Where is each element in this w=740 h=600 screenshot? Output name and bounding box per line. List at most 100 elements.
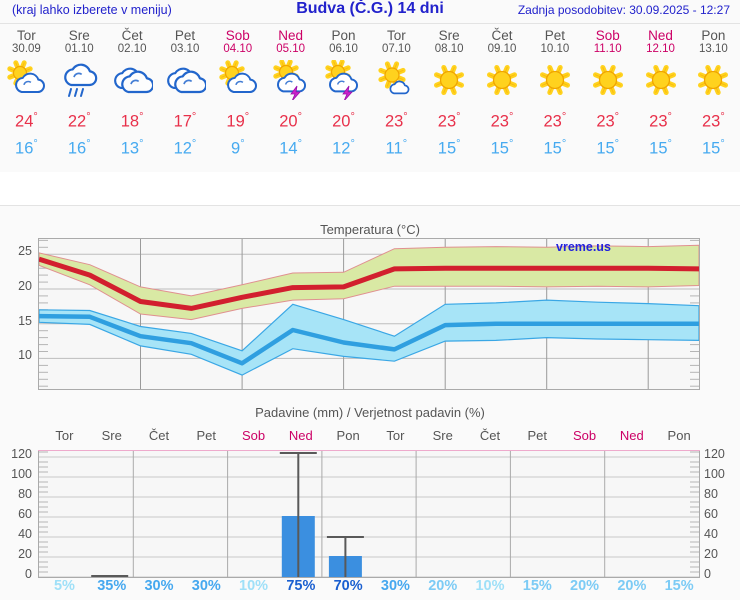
precip-probability-12: 20% — [570, 578, 600, 594]
day-name: Sob — [225, 28, 250, 43]
temp-max: 20° — [279, 111, 303, 131]
temp-max: 23° — [437, 111, 461, 131]
sunny-icon — [428, 58, 470, 102]
day-date: 11.10 — [593, 43, 622, 55]
day-column-13[interactable]: Ned 12.10 23° 15° — [634, 26, 687, 166]
temperature-chart-title: Temperatura (°C) — [320, 222, 420, 237]
day-column-7[interactable]: Pon 06.10 20° 12° — [317, 26, 370, 166]
precip-day-label-8: Tor — [386, 428, 405, 443]
temperature-plot-svg — [38, 239, 700, 389]
temp-max: 23° — [596, 111, 620, 131]
day-column-11[interactable]: Pet 10.10 23° 15° — [528, 26, 581, 166]
temp-max: 23° — [543, 111, 567, 131]
temp-max: 23° — [649, 111, 672, 131]
day-name: Sre — [438, 28, 460, 43]
temp-max: 20° — [332, 111, 355, 131]
precip-probability-3: 30% — [144, 578, 174, 594]
partly-sunny-icon — [217, 58, 259, 102]
day-date: 05.10 — [276, 43, 306, 55]
precipitation-top-rule — [38, 450, 700, 451]
temp-min: 14° — [279, 137, 303, 158]
temp-y-tick-15: 15 — [18, 313, 32, 328]
precip-day-label-13: Ned — [619, 428, 644, 443]
day-date: 07.10 — [381, 43, 411, 55]
day-name: Tor — [17, 28, 36, 43]
day-column-5[interactable]: Sob 04.10 19° 9° — [211, 26, 264, 166]
day-column-10[interactable]: Čet 09.10 23° 15° — [476, 26, 529, 166]
temp-max: 17° — [173, 111, 197, 131]
sun-thunderstorm-icon — [270, 58, 312, 102]
day-name: Pon — [701, 28, 726, 43]
day-date: 01.10 — [64, 43, 94, 55]
temp-max: 18° — [120, 111, 144, 131]
precipitation-chart-title: Padavine (mm) / Verjetnost padavin (%) — [255, 405, 485, 420]
day-column-1[interactable]: Tor 30.09 24° 16° — [0, 26, 53, 166]
precip-day-label-2: Sre — [101, 428, 122, 443]
day-date: 03.10 — [170, 43, 200, 55]
precip-probability-4: 30% — [191, 578, 221, 594]
precip-probability-6: 75% — [286, 578, 316, 594]
day-column-8[interactable]: Tor 07.10 23° 11° — [370, 26, 423, 166]
day-date: 08.10 — [434, 43, 464, 55]
day-name: Čet — [121, 28, 143, 43]
day-column-9[interactable]: Sre 08.10 23° 15° — [423, 26, 476, 166]
precip-probability-13: 20% — [617, 578, 647, 594]
precip-day-label-3: Čet — [148, 428, 170, 443]
day-column-12[interactable]: Sob 11.10 23° 15° — [581, 26, 634, 166]
day-name: Pet — [174, 28, 196, 43]
day-name: Čet — [491, 28, 513, 43]
rain-cloud-icon — [58, 58, 100, 102]
precip-day-label-10: Čet — [479, 428, 501, 443]
precip-day-label-11: Pet — [527, 428, 548, 443]
last-updated-text: Zadnja posodobitev: 30.09.2025 - 12:27 — [517, 3, 730, 17]
temp-min: 12° — [173, 137, 197, 158]
day-column-14[interactable]: Pon 13.10 23° 15° — [687, 26, 740, 166]
sunny-icon — [587, 58, 629, 102]
day-name: Tor — [386, 28, 406, 43]
day-date: 04.10 — [223, 43, 253, 55]
precip-y-tick-right-80: 80 — [704, 487, 718, 501]
temp-max: 24° — [15, 111, 38, 131]
precip-probability-5: 10% — [239, 578, 269, 594]
precipitation-chart — [38, 450, 700, 578]
day-column-2[interactable]: Sre 01.10 22° 16° — [53, 26, 106, 166]
day-column-6[interactable]: Ned 05.10 20° 14° — [264, 26, 317, 166]
precip-y-tick-left-60: 60 — [18, 507, 32, 521]
temp-min: 11° — [385, 137, 408, 158]
precip-day-label-12: Sob — [572, 428, 597, 443]
precip-day-label-4: Pet — [196, 428, 217, 443]
temp-max: 22° — [67, 111, 91, 131]
temp-y-tick-25: 25 — [18, 244, 32, 259]
day-date: 12.10 — [646, 43, 675, 55]
precipitation-plot-svg — [39, 451, 699, 578]
temp-min: 12° — [332, 137, 355, 158]
precip-probability-11: 15% — [522, 578, 552, 594]
precip-probability-2: 35% — [97, 578, 127, 594]
temp-min: 13° — [120, 137, 144, 158]
section-divider — [0, 205, 740, 206]
day-date: 02.10 — [117, 43, 147, 55]
precip-day-label-6: Ned — [288, 428, 313, 443]
sunny-icon — [692, 58, 734, 102]
location-menu-note: (kraj lahko izberete v meniju) — [12, 3, 172, 17]
temp-y-tick-10: 10 — [18, 348, 32, 363]
precip-y-tick-right-0: 0 — [704, 567, 711, 581]
day-date: 30.09 — [12, 43, 41, 55]
day-name: Sob — [595, 28, 620, 43]
precip-y-tick-right-100: 100 — [704, 467, 725, 481]
precip-y-tick-right-20: 20 — [704, 547, 718, 561]
temp-min: 15° — [543, 137, 567, 158]
day-column-3[interactable]: Čet 02.10 18° 13° — [106, 26, 159, 166]
precip-y-tick-right-60: 60 — [704, 507, 718, 521]
day-date: 13.10 — [699, 43, 728, 55]
site-watermark: vreme.us — [556, 240, 611, 254]
temp-min: 15° — [702, 137, 725, 158]
temp-min: 15° — [596, 137, 620, 158]
precip-probability-8: 30% — [380, 578, 410, 594]
day-date: 06.10 — [329, 43, 358, 55]
day-column-4[interactable]: Pet 03.10 17° 12° — [159, 26, 212, 166]
precip-y-tick-right-120: 120 — [704, 447, 725, 461]
day-name: Ned — [648, 28, 673, 43]
temp-max: 23° — [490, 111, 514, 131]
